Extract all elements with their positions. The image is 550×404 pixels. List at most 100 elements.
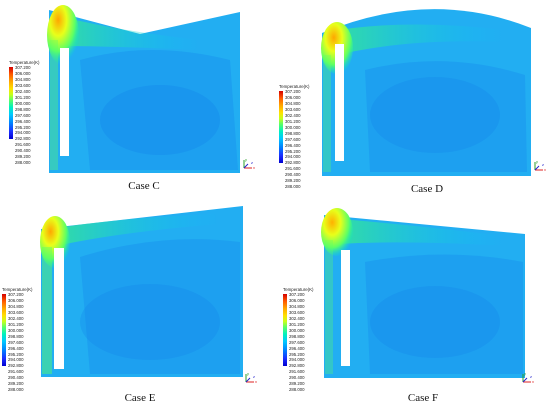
- legend-tick: 302.400: [285, 112, 301, 118]
- legend-tick: 294.000: [8, 357, 24, 363]
- panel-case-c: Temperature(K) 307.200 306.000 304.800 3…: [0, 0, 275, 202]
- legend-tick: 306.000: [8, 297, 24, 303]
- caption-case-c: Case C: [128, 180, 160, 192]
- legend-tick: 302.400: [8, 315, 24, 321]
- legend-tick: 296.400: [285, 142, 301, 148]
- axis-label-y: y: [524, 372, 526, 376]
- axis-label-x: x: [532, 379, 534, 384]
- caption-case-f: Case F: [407, 392, 439, 404]
- legend-title: Temperature(K): [279, 84, 310, 89]
- temperature-field-case-f: [321, 208, 525, 378]
- legend-tick: 297.600: [15, 112, 31, 118]
- legend-tick: 291.600: [285, 166, 301, 172]
- legend-tick: 298.800: [289, 333, 305, 339]
- legend-tick: 291.600: [8, 369, 24, 375]
- legend-tick: 300.000: [289, 327, 305, 333]
- legend-tick: 306.000: [15, 70, 31, 76]
- legend-tick: 304.800: [285, 100, 301, 106]
- axis-triad-case-c: z x y: [243, 158, 255, 170]
- legend-tick: 290.400: [8, 375, 24, 381]
- legend-tick: 296.400: [289, 345, 305, 351]
- legend-tick: 288.000: [8, 387, 24, 393]
- caption-case-e: Case E: [124, 392, 156, 404]
- legend-color-bar: [279, 91, 283, 163]
- legend-tick: 292.800: [285, 160, 301, 166]
- axis-label-z: z: [530, 374, 532, 379]
- panel-case-f: Temperature(K) 307.200 306.000 304.800 3…: [275, 202, 550, 404]
- legend-tick: 288.000: [15, 160, 31, 166]
- legend-color-bar: [9, 67, 13, 139]
- legend-tick: 295.200: [289, 351, 305, 357]
- legend-tick: 303.600: [8, 309, 24, 315]
- temperature-field-case-d: [321, 9, 531, 177]
- axis-label-x: x: [544, 167, 546, 172]
- axis-label-y: y: [245, 158, 247, 162]
- legend-color-bar: [2, 294, 6, 366]
- legend-ticks: 307.200 306.000 304.800 303.600 302.400 …: [15, 65, 31, 166]
- heater-panel-case-d: [335, 44, 344, 161]
- legend-tick: 289.200: [285, 178, 301, 184]
- caption-case-d: Case D: [410, 183, 444, 195]
- axis-label-x: x: [253, 165, 255, 170]
- legend-tick: 304.800: [289, 303, 305, 309]
- temperature-field-case-e: [40, 206, 243, 377]
- legend-tick: 307.200: [15, 65, 31, 70]
- legend-tick: 288.000: [285, 184, 301, 190]
- panel-case-d: Temperature(K) 307.200 306.000 304.800 3…: [275, 0, 550, 202]
- legend-tick: 302.400: [289, 315, 305, 321]
- axis-label-y: y: [247, 372, 249, 376]
- legend-ticks: 307.200 306.000 304.800 303.600 302.400 …: [8, 292, 24, 393]
- legend-tick: 302.400: [15, 88, 31, 94]
- legend-tick: 292.800: [15, 136, 31, 142]
- legend-tick: 292.800: [289, 363, 305, 369]
- legend-tick: 295.200: [8, 351, 24, 357]
- legend-tick: 289.200: [15, 154, 31, 160]
- legend-tick: 300.000: [15, 100, 31, 106]
- legend-tick: 307.200: [8, 292, 24, 297]
- legend-tick: 301.200: [285, 118, 301, 124]
- legend-tick: 300.000: [8, 327, 24, 333]
- legend-tick: 300.000: [285, 124, 301, 130]
- axis-triad-case-f: z x y: [522, 372, 534, 384]
- heater-panel-case-e: [54, 248, 64, 369]
- legend-tick: 295.200: [285, 148, 301, 154]
- axis-triad-case-e: z x y: [245, 372, 257, 384]
- legend-color-bar: [283, 294, 287, 366]
- legend-tick: 303.600: [15, 82, 31, 88]
- legend-title: Temperature(K): [2, 287, 33, 292]
- legend-tick: 297.600: [285, 136, 301, 142]
- heater-panel-case-c: [60, 48, 69, 156]
- legend-tick: 303.600: [289, 309, 305, 315]
- legend-tick: 301.200: [8, 321, 24, 327]
- legend-tick: 290.400: [285, 172, 301, 178]
- legend-tick: 294.000: [289, 357, 305, 363]
- legend-tick: 296.400: [8, 345, 24, 351]
- legend-tick: 297.600: [8, 339, 24, 345]
- axis-label-y: y: [536, 160, 538, 164]
- legend-tick: 298.800: [8, 333, 24, 339]
- legend-tick: 296.400: [15, 118, 31, 124]
- legend-tick: 288.000: [289, 387, 305, 393]
- legend-tick: 291.600: [289, 369, 305, 375]
- legend-tick: 303.600: [285, 106, 301, 112]
- axis-label-z: z: [542, 162, 544, 167]
- legend-tick: 307.200: [285, 89, 301, 94]
- axis-label-z: z: [253, 374, 255, 379]
- legend-tick: 292.800: [8, 363, 24, 369]
- legend-ticks: 307.200 306.000 304.800 303.600 302.400 …: [289, 292, 305, 393]
- legend-tick: 297.600: [289, 339, 305, 345]
- legend-tick: 294.000: [15, 130, 31, 136]
- legend-title: Temperature(K): [9, 60, 40, 65]
- legend-tick: 301.200: [15, 94, 31, 100]
- legend-tick: 290.400: [15, 148, 31, 154]
- legend-tick: 298.800: [15, 106, 31, 112]
- legend-tick: 291.600: [15, 142, 31, 148]
- legend-tick: 289.200: [289, 381, 305, 387]
- legend-tick: 304.800: [8, 303, 24, 309]
- legend-tick: 307.200: [289, 292, 305, 297]
- legend-tick: 298.800: [285, 130, 301, 136]
- panel-case-e: Temperature(K) 307.200 306.000 304.800 3…: [0, 202, 275, 404]
- legend-tick: 306.000: [285, 94, 301, 100]
- axis-label-x: x: [255, 379, 257, 384]
- legend-tick: 301.200: [289, 321, 305, 327]
